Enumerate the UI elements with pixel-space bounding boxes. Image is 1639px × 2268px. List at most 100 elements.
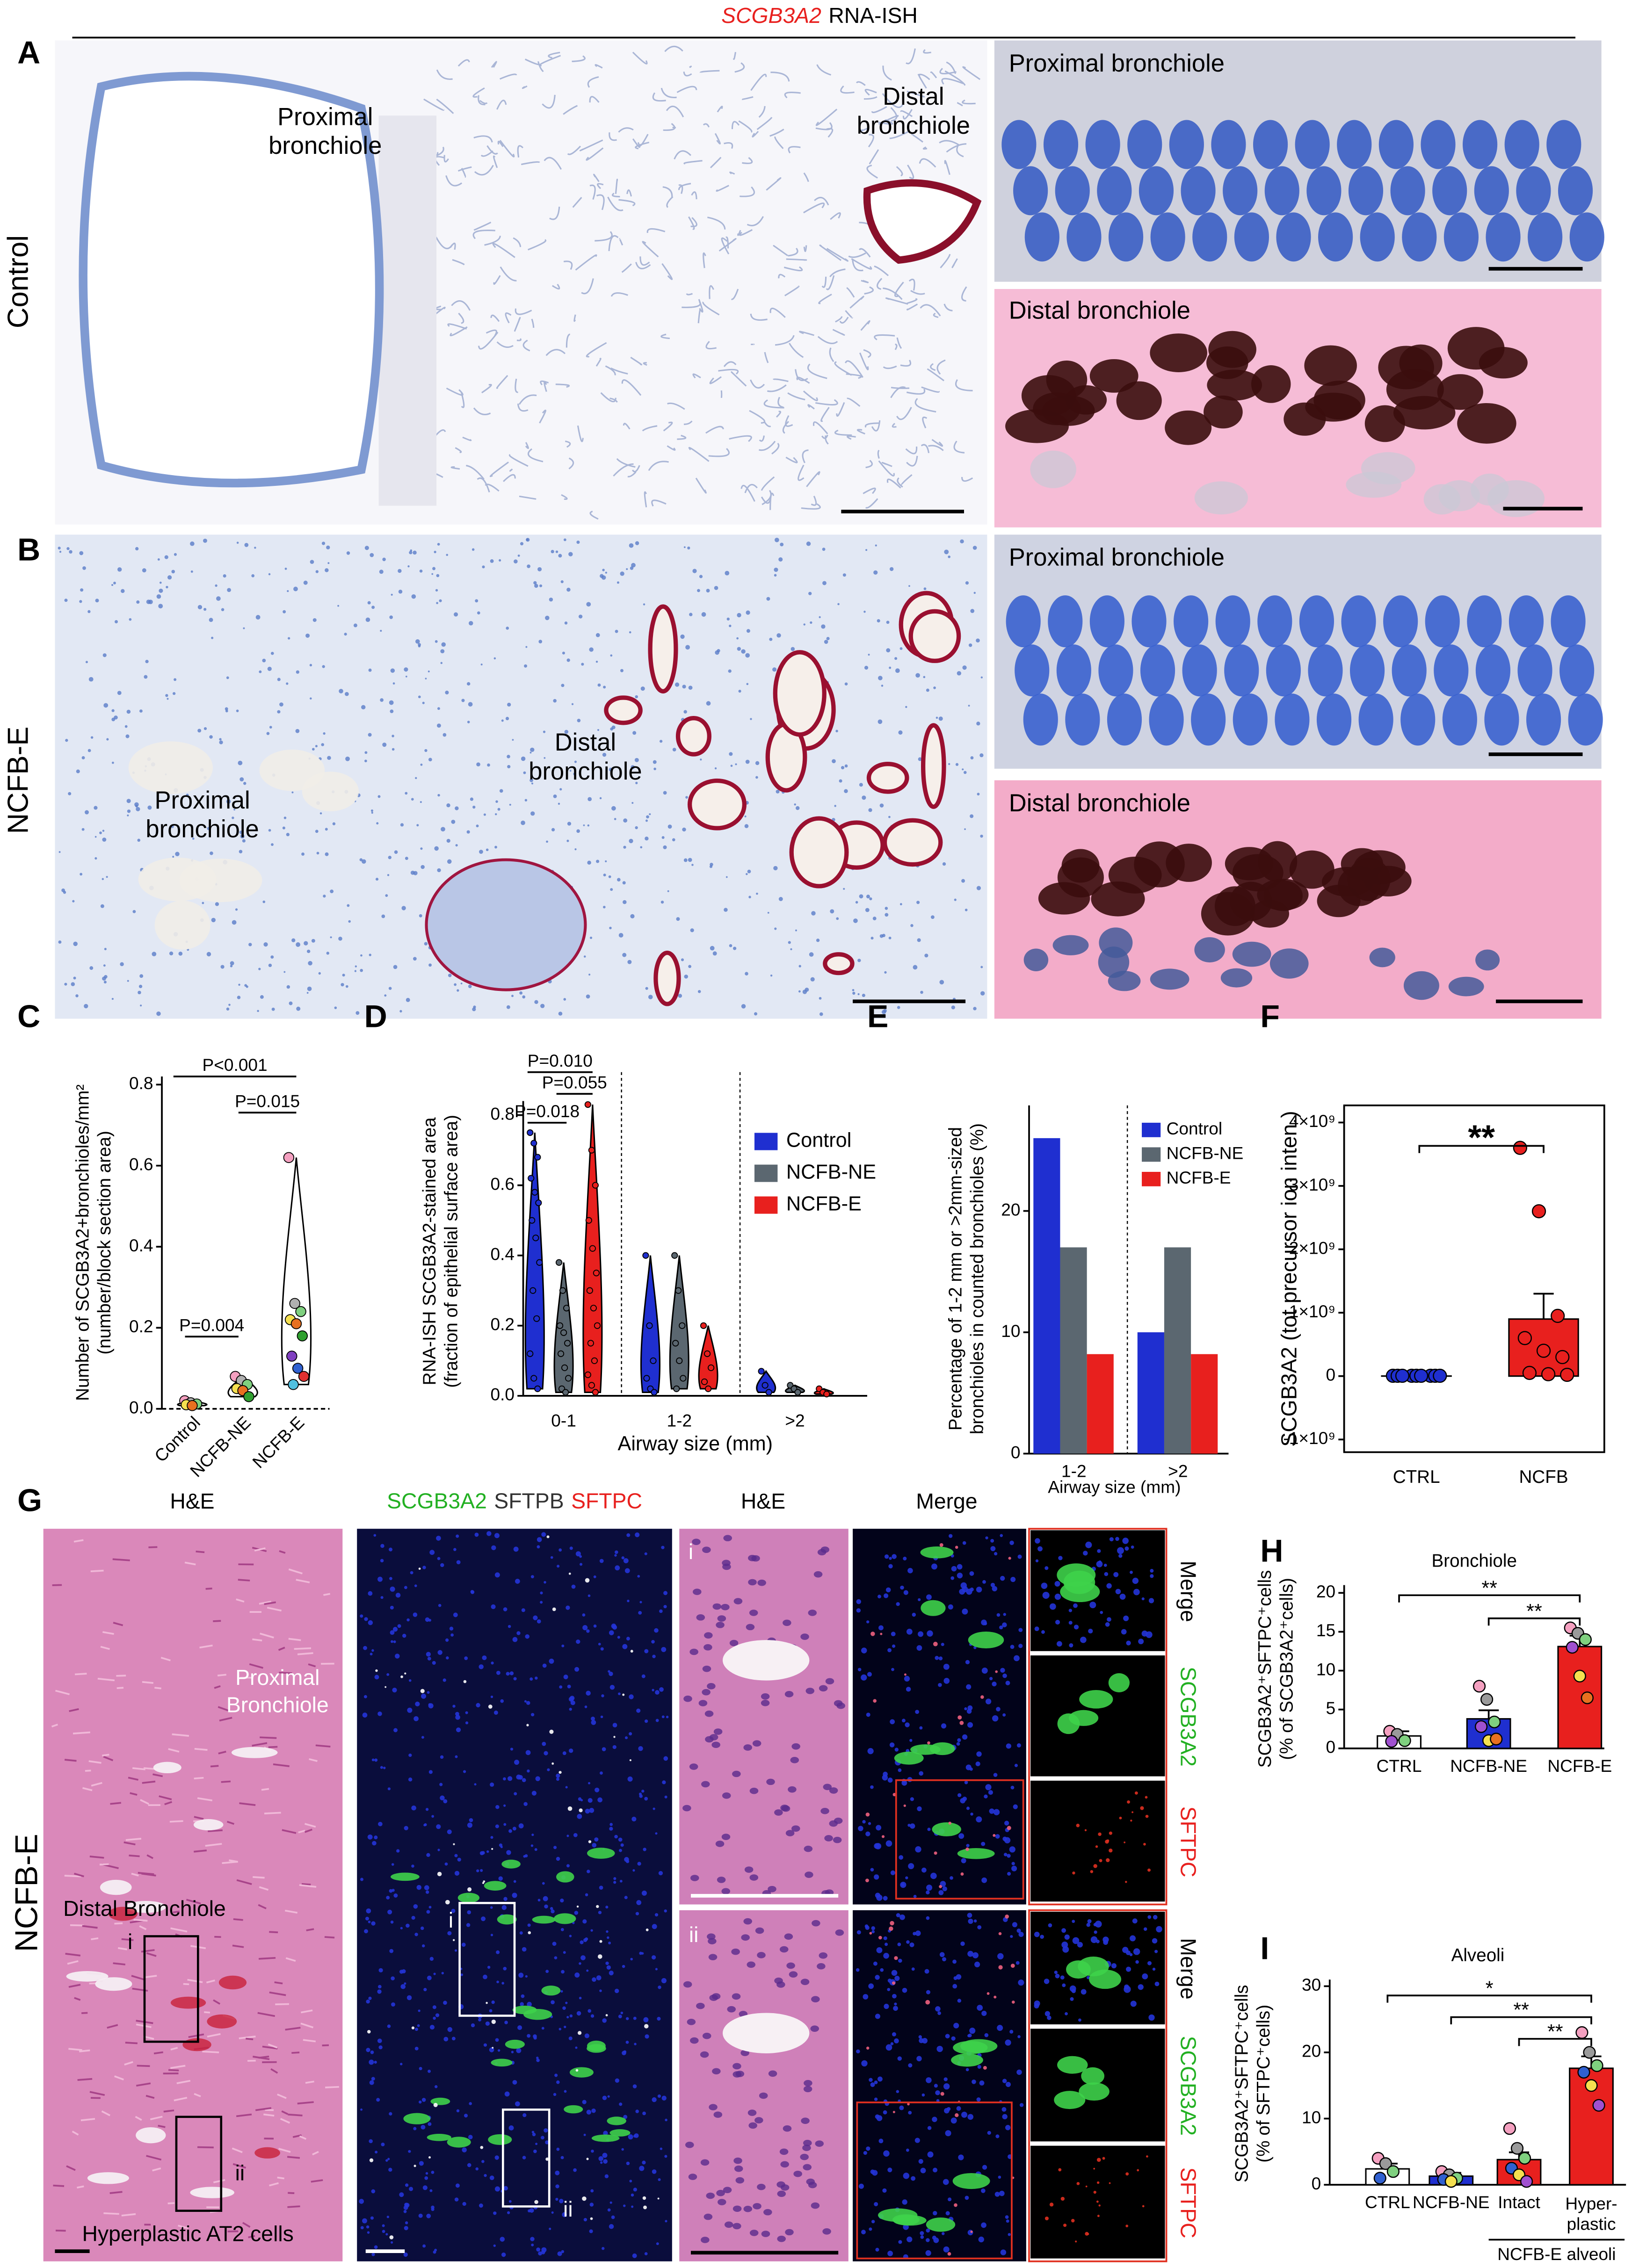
image-texture (1006, 1743, 1011, 1749)
image-texture (591, 2108, 596, 2113)
nucleus (1504, 120, 1539, 169)
row-label: NCFB-E (9, 1834, 44, 1952)
image-texture (583, 824, 585, 826)
image-texture (561, 494, 568, 500)
image-texture (620, 571, 624, 576)
image-texture (686, 293, 693, 296)
nucleus (1484, 693, 1519, 746)
image-texture (819, 244, 841, 261)
image-texture (587, 1798, 593, 1803)
image-texture (462, 436, 472, 441)
nucleus (766, 1778, 775, 1785)
image-texture (145, 2095, 155, 2099)
image-texture (453, 1843, 455, 1845)
image-texture (1090, 1870, 1094, 1873)
image-texture (452, 259, 465, 266)
image-texture (619, 1849, 622, 1852)
image-texture (622, 953, 627, 957)
image-texture (599, 1559, 604, 1563)
image-texture (550, 1556, 553, 1559)
nucleus (723, 1535, 732, 1541)
image-texture (869, 2078, 873, 2082)
image-texture (852, 991, 856, 995)
image-texture (345, 756, 350, 761)
image-texture (493, 275, 501, 285)
image-texture (80, 873, 83, 876)
image-texture (829, 347, 834, 362)
image-texture (484, 235, 501, 246)
image-label: Distal bronchiole (1009, 296, 1190, 324)
image-texture (1437, 374, 1483, 410)
image-texture (518, 1972, 524, 1978)
image-texture (419, 569, 423, 573)
image-texture (1148, 1598, 1154, 1603)
image-texture (940, 2092, 944, 2096)
image-texture (72, 2131, 79, 2136)
image-texture (564, 2090, 567, 2093)
image-texture (510, 1748, 514, 1751)
image-texture (128, 741, 213, 794)
image-texture (127, 809, 131, 813)
image-texture (942, 2232, 945, 2235)
image-texture (506, 626, 509, 630)
image-texture (803, 202, 825, 214)
image-texture (930, 1872, 937, 1879)
image-texture (614, 1988, 619, 1994)
image-texture (1061, 849, 1100, 883)
image-texture (421, 865, 425, 869)
image-texture (400, 1984, 406, 1989)
image-texture (976, 1816, 982, 1823)
image-texture (749, 410, 766, 424)
nucleus (1306, 166, 1342, 216)
image-texture (493, 2211, 497, 2215)
image-texture (503, 1804, 506, 1807)
image-texture (776, 633, 781, 638)
image-texture (822, 581, 827, 585)
image-texture (717, 649, 720, 653)
image-texture (73, 941, 78, 946)
image-texture (565, 2001, 568, 2004)
image-texture (260, 1736, 277, 1739)
image-texture (491, 1604, 496, 1609)
image-texture (490, 1782, 494, 1787)
image-texture (635, 826, 638, 830)
image-texture (998, 1965, 1003, 1970)
image-texture (1001, 2107, 1007, 2112)
image-texture (494, 1533, 500, 1538)
image-texture (537, 1619, 541, 1624)
image-texture (629, 1694, 634, 1699)
image-texture (321, 743, 324, 746)
image-texture (205, 1843, 222, 1847)
image-texture (959, 1720, 964, 1725)
image-texture (688, 216, 695, 230)
image-texture (632, 1869, 635, 1872)
image-texture (903, 2173, 910, 2179)
image-texture (522, 2113, 527, 2117)
bar (1557, 1646, 1603, 1749)
x-axis-label: Airway size (mm) (1048, 1477, 1181, 1496)
image-texture (966, 1806, 970, 1810)
image-texture (81, 756, 85, 759)
image-texture (489, 2009, 493, 2013)
data-point (562, 1389, 569, 1396)
image-texture (480, 1869, 483, 1872)
image-texture (575, 2069, 579, 2072)
image-texture (315, 830, 319, 833)
image-texture (551, 549, 554, 554)
nucleus (732, 2205, 742, 2212)
image-texture (967, 1950, 974, 1957)
image-texture (878, 460, 895, 477)
image-texture (795, 806, 800, 810)
image-texture (957, 1715, 962, 1720)
data-point (1379, 2157, 1392, 2170)
image-texture (967, 1913, 972, 1918)
nucleus (688, 2174, 697, 2180)
image-texture (602, 2152, 608, 2158)
image-texture (795, 369, 808, 381)
image-texture (398, 590, 403, 594)
image-texture (803, 245, 807, 252)
image-texture (563, 538, 566, 542)
image-texture (624, 1736, 628, 1740)
image-texture (1117, 1547, 1124, 1554)
